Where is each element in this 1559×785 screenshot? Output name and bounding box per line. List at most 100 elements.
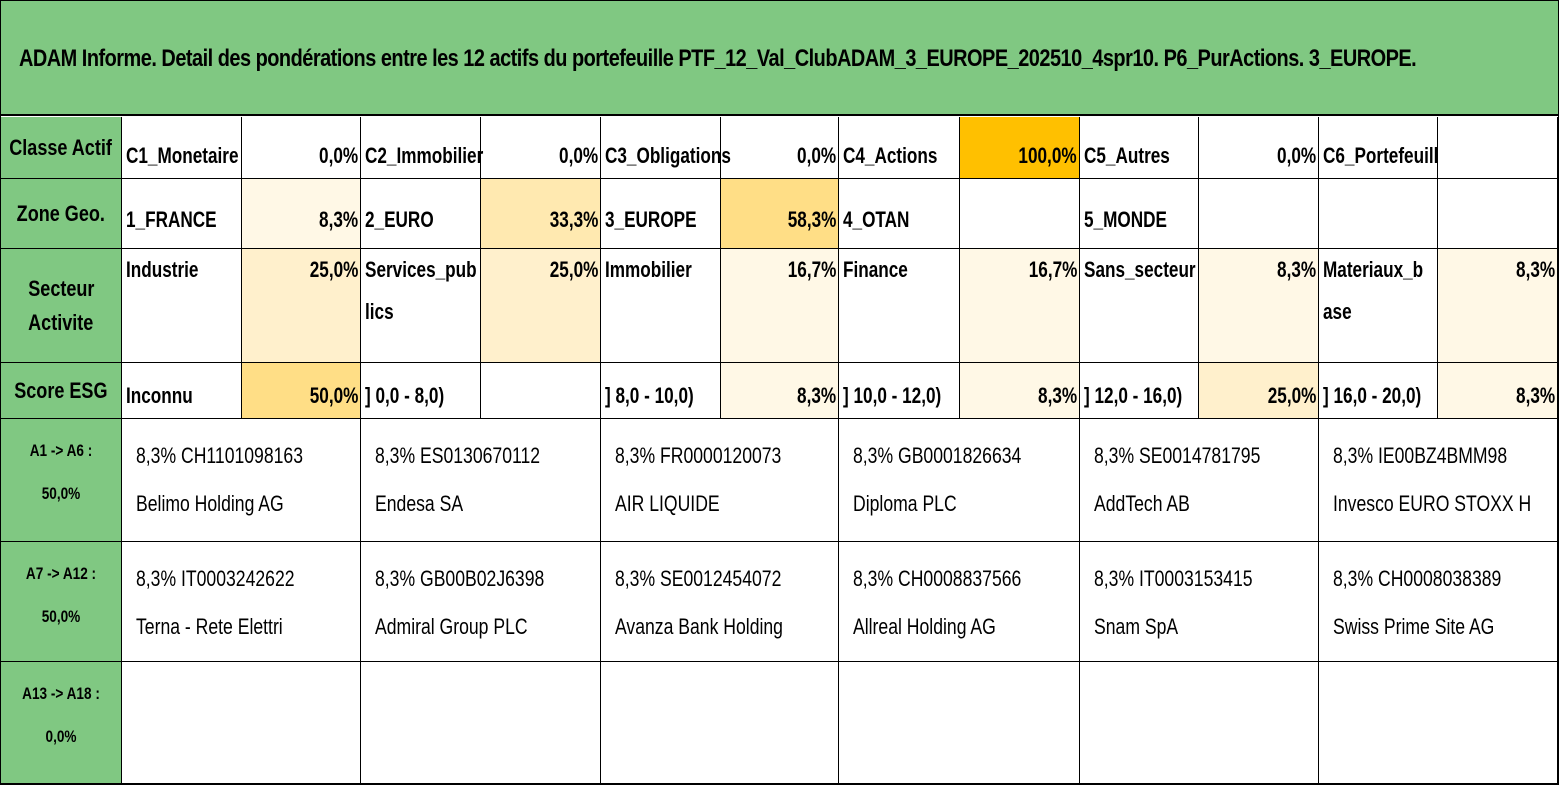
secteur-activite-header-label: Activite bbox=[28, 309, 94, 335]
classe-actif-value-cell: 0,0% bbox=[242, 117, 361, 179]
asset-name: Admiral Group PLC bbox=[375, 614, 528, 639]
zone-geo-value: 8,3% bbox=[318, 207, 358, 232]
classe-actif-label: C3_Obligations bbox=[605, 143, 731, 168]
score-esg-header-label: Score ESG bbox=[14, 377, 108, 403]
asset-weight-isin: 8,3% ES0130670112 bbox=[375, 443, 541, 468]
asset-weight-isin: 8,3% CH0008837566 bbox=[853, 566, 1022, 591]
classe-actif-value: 0,0% bbox=[558, 143, 598, 168]
classe-actif-value-cell: 0,0% bbox=[721, 117, 839, 179]
score-esg-value: 25,0% bbox=[1267, 383, 1316, 408]
secteur-activite-label: Services_pub bbox=[365, 257, 477, 282]
zone-geo-value-cell bbox=[1199, 179, 1319, 249]
secteur-activite-value: 25,0% bbox=[309, 257, 358, 282]
zone-geo-value-cell: 58,3% bbox=[721, 179, 839, 249]
asset-cell bbox=[601, 662, 839, 784]
secteur-activite-value: 16,7% bbox=[787, 257, 836, 282]
score-esg-label: ] 12,0 - 16,0) bbox=[1084, 383, 1183, 408]
classe-actif-value: 0,0% bbox=[1276, 143, 1316, 168]
secteur-activite-value: 16,7% bbox=[1028, 257, 1077, 282]
zone-geo-value-cell bbox=[960, 179, 1080, 249]
zone-geo-value-cell: 8,3% bbox=[242, 179, 361, 249]
zone-geo-label-cell: 5_MONDE bbox=[1080, 179, 1199, 249]
score-esg-label: ] 16,0 - 20,0) bbox=[1323, 383, 1422, 408]
classe-actif-label-cell: C4_Actions bbox=[839, 117, 960, 179]
score-esg-label-cell: ] 0,0 - 8,0) bbox=[361, 363, 481, 419]
secteur-activite-label-cell: Immobilier bbox=[601, 249, 721, 363]
asset-cell bbox=[361, 662, 601, 784]
classe-actif-label-cell: C5_Autres bbox=[1080, 117, 1199, 179]
secteur-activite-label: Immobilier bbox=[605, 257, 692, 282]
classe-actif-label-cell: C3_Obligations bbox=[601, 117, 731, 179]
secteur-activite-label: Materiaux_b bbox=[1323, 257, 1424, 282]
asset-group-header-cell: A1 -> A6 : 50,0% bbox=[1, 419, 122, 542]
zone-geo-value-cell: 33,3% bbox=[481, 179, 601, 249]
asset-cell: 8,3% SE0012454072 Avanza Bank Holding bbox=[601, 542, 839, 662]
secteur-activite-value-cell: 25,0% bbox=[481, 249, 601, 363]
asset-group-range: A13 -> A18 : bbox=[22, 684, 100, 703]
asset-cell bbox=[1080, 662, 1319, 784]
asset-name: Swiss Prime Site AG bbox=[1333, 614, 1495, 639]
secteur-activite-label: Sans_secteur bbox=[1084, 257, 1196, 282]
zone-geo-label: 4_OTAN bbox=[843, 207, 910, 232]
classe-actif-value-cell: 100,0% bbox=[960, 117, 1080, 179]
secteur-activite-header-cell: Secteur Activite bbox=[1, 249, 122, 363]
zone-geo-header-label: Zone Geo. bbox=[16, 200, 106, 226]
asset-name: Invesco EURO STOXX H bbox=[1333, 491, 1532, 516]
secteur-activite-label: Industrie bbox=[126, 257, 199, 282]
asset-cell: 8,3% IT0003242622 Terna - Rete Elettri bbox=[122, 542, 361, 662]
secteur-activite-value-cell: 8,3% bbox=[1199, 249, 1319, 363]
asset-name: Belimo Holding AG bbox=[136, 491, 284, 516]
asset-weight-isin: 8,3% GB00B02J6398 bbox=[375, 566, 545, 591]
classe-actif-header-cell: Classe Actif bbox=[1, 117, 122, 179]
asset-group-weight: 50,0% bbox=[41, 607, 81, 626]
score-esg-value-cell: 25,0% bbox=[1199, 363, 1319, 419]
score-esg-value-cell: 8,3% bbox=[1438, 363, 1558, 419]
asset-cell: 8,3% GB0001826634 Diploma PLC bbox=[839, 419, 1080, 542]
asset-group-header-cell: A13 -> A18 : 0,0% bbox=[1, 662, 122, 784]
zone-geo-label: 5_MONDE bbox=[1084, 207, 1167, 232]
classe-actif-label-cell: C6_Portefeuill bbox=[1319, 117, 1438, 179]
score-esg-label-cell: ] 16,0 - 20,0) bbox=[1319, 363, 1438, 419]
zone-geo-header-cell: Zone Geo. bbox=[1, 179, 122, 249]
score-esg-label: ] 0,0 - 8,0) bbox=[365, 383, 445, 408]
score-esg-header-cell: Score ESG bbox=[1, 363, 122, 419]
secteur-activite-value: 25,0% bbox=[549, 257, 598, 282]
classe-actif-label: C1_Monetaire bbox=[126, 143, 239, 168]
asset-weight-isin: 8,3% IT0003242622 bbox=[136, 566, 295, 591]
zone-geo-label-cell: 3_EUROPE bbox=[601, 179, 721, 249]
zone-geo-value: 58,3% bbox=[787, 207, 836, 232]
score-esg-label-cell: ] 10,0 - 12,0) bbox=[839, 363, 960, 419]
zone-geo-label-cell: 1_FRANCE bbox=[122, 179, 242, 249]
zone-geo-label-cell bbox=[1319, 179, 1438, 249]
classe-actif-value-cell bbox=[1438, 117, 1558, 179]
asset-cell: 8,3% CH1101098163 Belimo Holding AG bbox=[122, 419, 361, 542]
classe-actif-label-cell: C1_Monetaire bbox=[122, 117, 242, 179]
asset-weight-isin: 8,3% SE0014781795 bbox=[1094, 443, 1261, 468]
asset-cell: 8,3% GB00B02J6398 Admiral Group PLC bbox=[361, 542, 601, 662]
secteur-activite-label-cell: Finance bbox=[839, 249, 960, 363]
asset-weight-isin: 8,3% IE00BZ4BMM98 bbox=[1333, 443, 1508, 468]
asset-weight-isin: 8,3% CH1101098163 bbox=[136, 443, 304, 468]
score-esg-label-cell: ] 8,0 - 10,0) bbox=[601, 363, 721, 419]
asset-cell: 8,3% ES0130670112 Endesa SA bbox=[361, 419, 601, 542]
score-esg-value-cell: 50,0% bbox=[242, 363, 361, 419]
zone-geo-label-cell: 2_EURO bbox=[361, 179, 481, 249]
secteur-activite-label-cell: Industrie bbox=[122, 249, 242, 363]
secteur-activite-header-label: Secteur bbox=[27, 275, 95, 301]
asset-cell: 8,3% CH0008837566 Allreal Holding AG bbox=[839, 542, 1080, 662]
asset-name: AIR LIQUIDE bbox=[615, 491, 720, 516]
asset-cell: 8,3% IE00BZ4BMM98 Invesco EURO STOXX H bbox=[1319, 419, 1558, 542]
score-esg-label: ] 10,0 - 12,0) bbox=[843, 383, 942, 408]
secteur-activite-label: lics bbox=[365, 299, 394, 324]
classe-actif-value: 100,0% bbox=[1018, 143, 1077, 168]
score-esg-value-cell bbox=[481, 363, 601, 419]
classe-actif-label: C2_Immobilier bbox=[365, 143, 484, 168]
asset-name: Snam SpA bbox=[1094, 614, 1179, 639]
asset-name: Endesa SA bbox=[375, 491, 464, 516]
secteur-activite-value: 8,3% bbox=[1515, 257, 1555, 282]
score-esg-value: 8,3% bbox=[1515, 383, 1555, 408]
score-esg-label: ] 8,0 - 10,0) bbox=[605, 383, 694, 408]
score-esg-value-cell: 8,3% bbox=[960, 363, 1080, 419]
secteur-activite-value: 8,3% bbox=[1276, 257, 1316, 282]
